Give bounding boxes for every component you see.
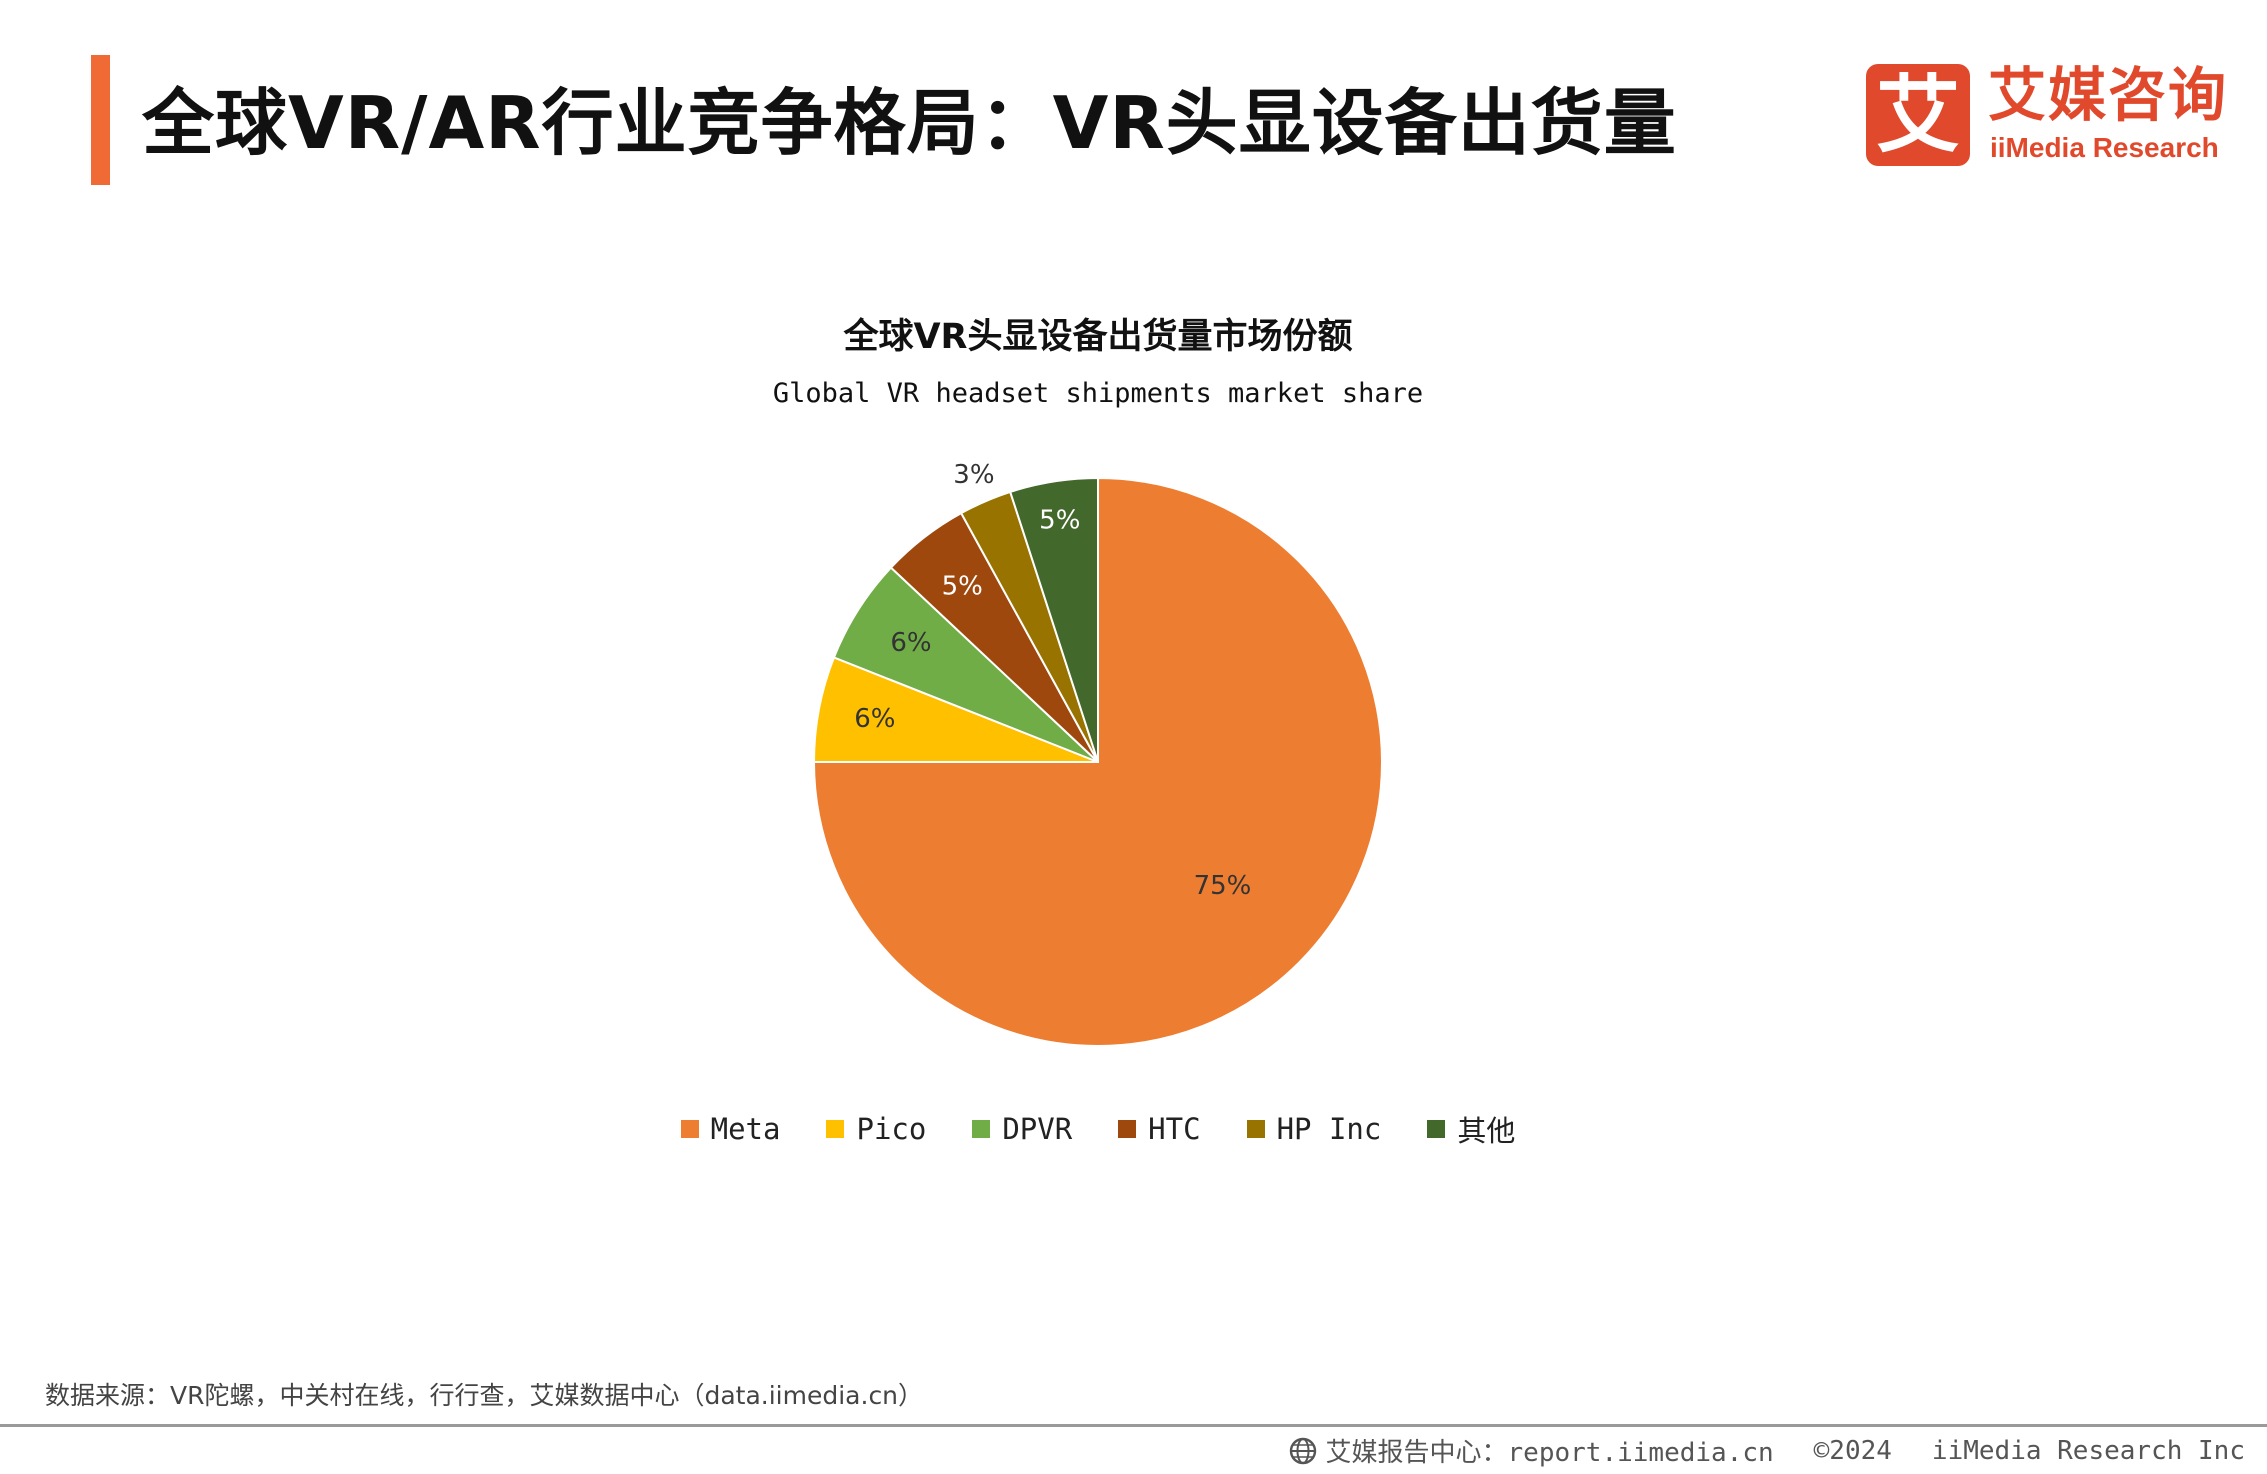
data-label-hp-inc: 3%: [953, 460, 994, 490]
data-label-pico: 6%: [854, 704, 895, 734]
legend-swatch: [1118, 1120, 1137, 1138]
legend-swatch: [972, 1120, 991, 1138]
page-title: 全球VR/AR行业竞争格局：VR头显设备出货量: [142, 81, 1677, 165]
legend-item-htc: HTC: [1118, 1112, 1201, 1146]
footer-report-link[interactable]: 艾媒报告中心：report.iimedia.cn: [1325, 1438, 1774, 1468]
legend-label: DPVR: [1002, 1112, 1073, 1146]
legend-label: 其他: [1457, 1114, 1516, 1148]
legend-swatch: [1246, 1120, 1265, 1138]
footer-report: 艾媒报告中心：report.iimedia.cn: [1288, 1432, 1774, 1469]
legend-label: Meta: [710, 1112, 781, 1146]
title-accent-bar: [91, 55, 110, 185]
legend-label: HP Inc: [1276, 1112, 1382, 1146]
logo-name-en: iiMedia Research: [1990, 132, 2219, 163]
globe-icon: [1289, 1437, 1316, 1464]
legend-item-dpvr: DPVR: [972, 1112, 1072, 1146]
logo-mark: 艾: [1866, 64, 1970, 166]
legend-label: HTC: [1148, 1112, 1201, 1146]
iimedia-logo: 艾 艾媒咨询 iiMedia Research: [1866, 62, 2226, 170]
logo-name-cn: 艾媒咨询: [1988, 61, 2229, 129]
footer-company: iiMedia Research Inc: [1931, 1435, 2245, 1466]
footer: 艾媒报告中心：report.iimedia.cn ©2024 iiMedia R…: [1288, 1432, 2245, 1469]
data-source: 数据来源：VR陀螺，中关村在线，行行查，艾媒数据中心（data.iimedia.…: [45, 1381, 924, 1410]
legend-swatch: [680, 1120, 699, 1138]
legend-item-meta: Meta: [680, 1112, 781, 1146]
data-label-dpvr: 6%: [890, 628, 931, 658]
legend-item-pico: Pico: [826, 1112, 926, 1146]
legend-swatch: [1427, 1120, 1446, 1138]
footer-divider: [0, 1424, 2267, 1427]
footer-copyright: ©2024: [1813, 1435, 1892, 1466]
data-label-其他: 5%: [1039, 505, 1080, 535]
chart-legend: Meta Pico DPVR HTC HP Inc 其他: [0, 1108, 2196, 1150]
chart-subtitle: Global VR headset shipments market share: [772, 378, 1424, 409]
chart-title: 全球VR头显设备出货量市场份额: [843, 317, 1353, 357]
data-label-meta: 75%: [1194, 871, 1252, 901]
legend-swatch: [826, 1120, 845, 1138]
data-label-htc: 5%: [942, 571, 983, 601]
legend-item-hp-inc: HP Inc: [1246, 1112, 1382, 1146]
legend-item-其他: 其他: [1427, 1108, 1515, 1150]
pie-slice-其他: [1008, 476, 1099, 763]
legend-label: Pico: [856, 1112, 927, 1146]
